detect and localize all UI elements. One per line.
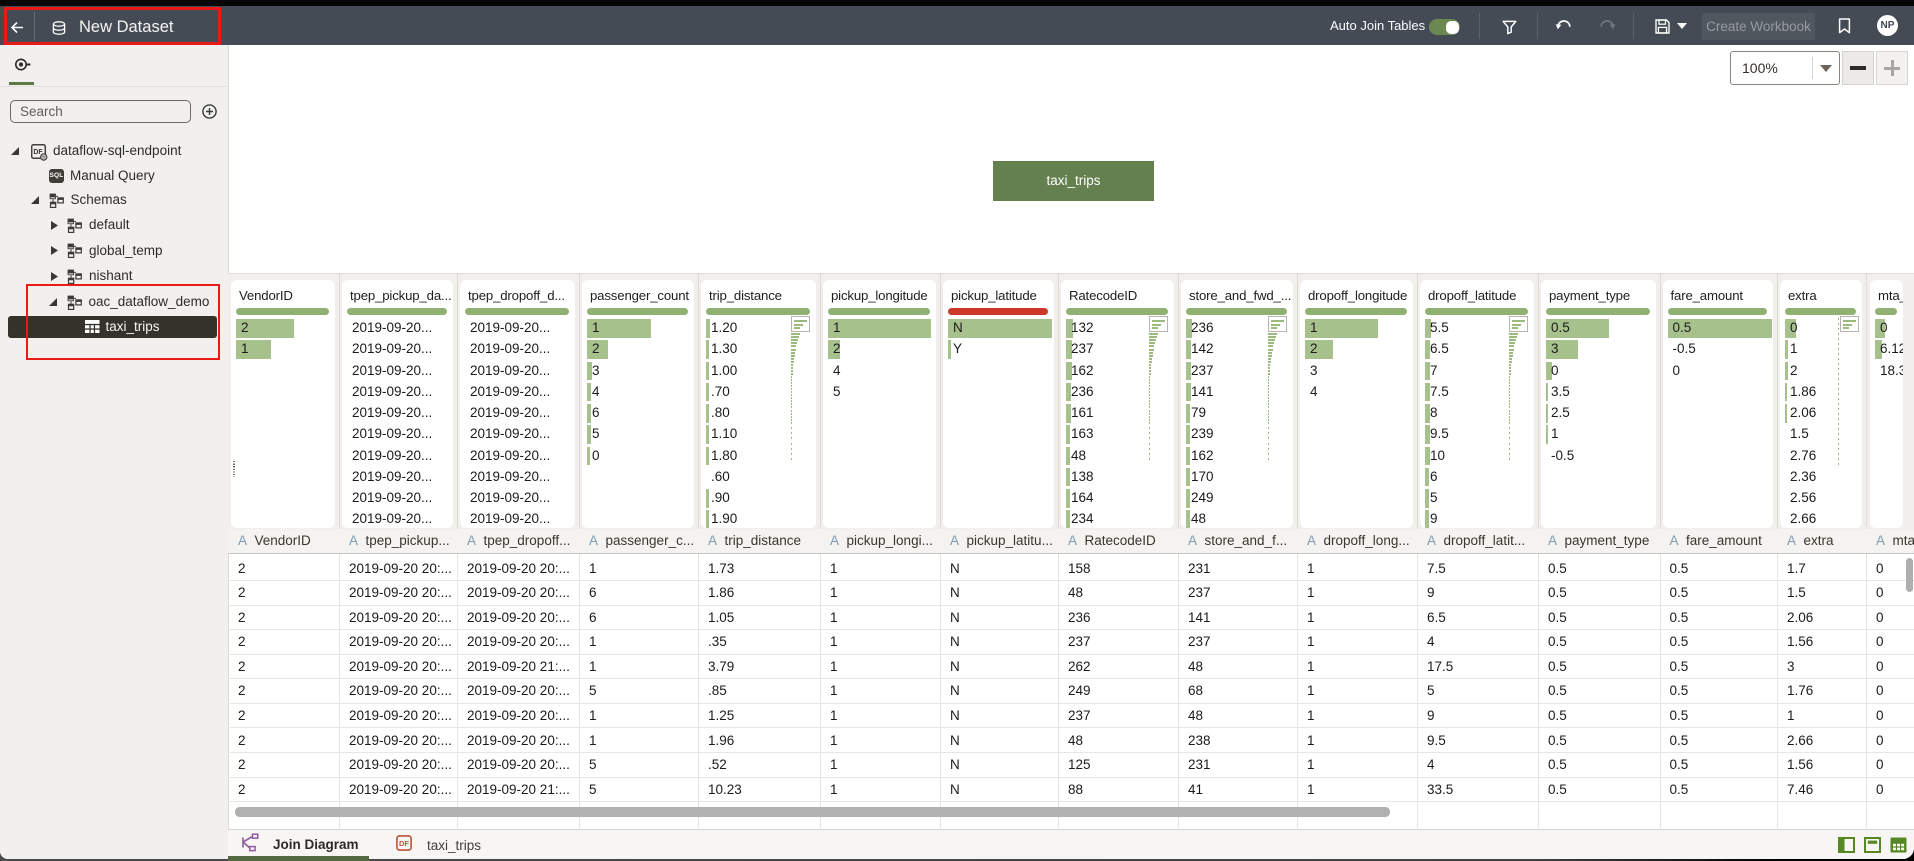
- svg-text:DF: DF: [33, 148, 43, 155]
- svg-text:DF: DF: [399, 839, 409, 848]
